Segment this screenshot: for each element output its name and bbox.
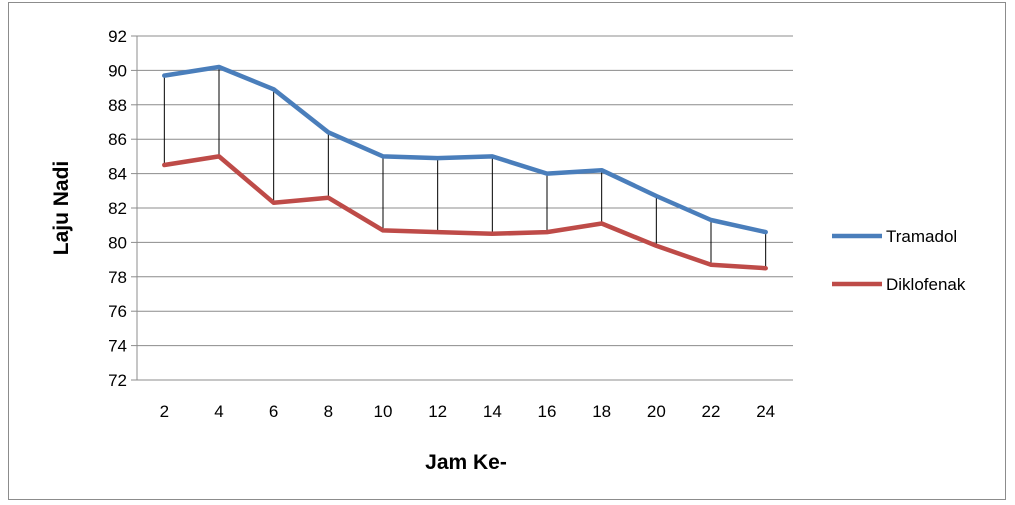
chart-frame [8, 2, 1006, 500]
axes [136, 36, 793, 381]
x-tick-label: 8 [324, 402, 333, 421]
series-line-diklofenak [162, 154, 768, 271]
gridlines [131, 35, 793, 381]
y-tick-label: 80 [108, 233, 127, 252]
legend-label-diklofenak: Diklofenak [886, 275, 966, 294]
x-tick-label: 4 [214, 402, 223, 421]
y-axis-title: Laju Nadi [50, 161, 73, 256]
x-tick-label: 14 [483, 402, 502, 421]
x-axis-title: Jam Ke- [425, 451, 507, 474]
x-tick-label: 22 [702, 402, 721, 421]
legend: Tramadol Diklofenak [832, 227, 966, 294]
y-tick-label: 72 [108, 371, 127, 390]
series-lines [162, 64, 768, 271]
y-tick-label: 78 [108, 268, 127, 287]
y-tick-label: 82 [108, 199, 127, 218]
y-tick-label: 84 [108, 165, 127, 184]
x-tick-label: 12 [428, 402, 447, 421]
y-tick-label: 90 [108, 61, 127, 80]
x-tick-labels: 2 4 6 8 10 12 14 16 18 20 22 24 [160, 402, 776, 421]
series-line-tramadol [162, 64, 768, 235]
y-tick-label: 92 [108, 27, 127, 46]
x-tick-label: 18 [592, 402, 611, 421]
x-tick-label: 16 [538, 402, 557, 421]
x-tick-label: 20 [647, 402, 666, 421]
x-tick-label: 10 [374, 402, 393, 421]
x-tick-label: 2 [160, 402, 169, 421]
legend-label-tramadol: Tramadol [886, 227, 957, 246]
y-tick-label: 74 [108, 337, 127, 356]
drop-lines [163, 66, 767, 269]
y-tick-label: 88 [108, 96, 127, 115]
x-tick-label: 24 [756, 402, 775, 421]
y-tick-labels: 72 74 76 78 80 82 84 86 88 90 92 [108, 27, 127, 390]
y-tick-label: 76 [108, 302, 127, 321]
y-tick-label: 86 [108, 130, 127, 149]
x-tick-label: 6 [269, 402, 278, 421]
